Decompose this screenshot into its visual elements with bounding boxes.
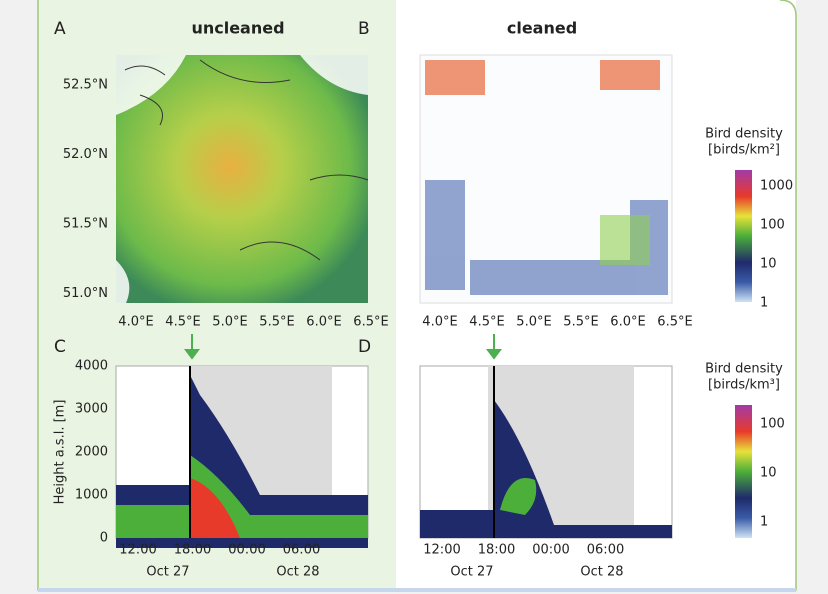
colorbar-tick-label: 10	[760, 466, 777, 481]
date-label: Oct 28	[580, 565, 623, 580]
y-axis-label: Height a.s.l. [m]	[53, 400, 68, 505]
x-tick-label: 12:00	[423, 543, 460, 558]
x-tick-label: 06:00	[283, 543, 320, 558]
x-tick-label: 6.0°E	[610, 315, 645, 330]
panel-title: cleaned	[507, 19, 577, 38]
x-tick-label: 4.0°E	[118, 315, 153, 330]
density-band	[116, 455, 368, 538]
colorbar-tick-label: 1	[760, 296, 768, 311]
panel-title: uncleaned	[191, 19, 284, 38]
colorbar-tick-label: 1	[760, 515, 768, 530]
colorbar-unit: [birds/km³]	[708, 378, 780, 393]
y-tick-label: 4000	[75, 359, 108, 374]
map-hotspot	[600, 215, 650, 265]
density-band	[116, 375, 368, 548]
colorbar-title: Bird density	[705, 362, 783, 377]
x-tick-label: 18:00	[174, 543, 211, 558]
x-tick-label: 6.5°E	[657, 315, 692, 330]
x-tick-label: 18:00	[478, 543, 515, 558]
density-band	[500, 478, 537, 515]
y-tick-label: 52.5°N	[63, 78, 108, 93]
x-tick-label: 6.5°E	[353, 315, 388, 330]
colorbar-unit: [birds/km²]	[708, 143, 780, 158]
density-band	[420, 400, 672, 538]
x-tick-label: 5.5°E	[259, 315, 294, 330]
x-tick-label: 00:00	[228, 543, 265, 558]
map-image	[116, 55, 368, 303]
x-tick-label: 4.5°E	[165, 315, 200, 330]
panel-letter: A	[54, 19, 66, 39]
x-tick-label: 00:00	[532, 543, 569, 558]
x-tick-label: 4.0°E	[422, 315, 457, 330]
date-label: Oct 28	[276, 565, 319, 580]
panel-letter: D	[358, 337, 371, 357]
x-tick-label: 5.0°E	[212, 315, 247, 330]
y-tick-label: 2000	[75, 445, 108, 460]
colorbar	[735, 405, 752, 538]
map-clear	[116, 55, 368, 303]
colorbar	[735, 170, 752, 302]
panel-letter: C	[54, 337, 66, 357]
x-tick-label: 6.0°E	[306, 315, 341, 330]
x-tick-label: 4.5°E	[469, 315, 504, 330]
x-tick-label: 5.5°E	[563, 315, 598, 330]
borders	[124, 59, 369, 261]
colorbar-title: Bird density	[705, 127, 783, 142]
y-tick-label: 0	[100, 531, 108, 546]
y-tick-label: 52.0°N	[63, 147, 108, 162]
y-tick-label: 51.5°N	[63, 217, 108, 232]
colorbar-tick-label: 100	[760, 218, 785, 233]
panel-letter: B	[358, 19, 370, 39]
x-tick-label: 12:00	[119, 543, 156, 558]
colorbar-tick-label: 1000	[760, 179, 793, 194]
density-band	[190, 478, 240, 538]
x-tick-label: 06:00	[587, 543, 624, 558]
x-tick-label: 5.0°E	[516, 315, 551, 330]
frame	[37, 0, 797, 591]
y-tick-label: 3000	[75, 402, 108, 417]
y-tick-label: 51.0°N	[63, 286, 108, 301]
date-label: Oct 27	[146, 565, 189, 580]
arrows	[184, 334, 502, 360]
date-label: Oct 27	[450, 565, 493, 580]
colorbar-tick-label: 100	[760, 417, 785, 432]
y-tick-label: 1000	[75, 488, 108, 503]
map-hotspot	[425, 60, 660, 95]
bottom-bar	[38, 588, 796, 592]
colorbar-tick-label: 10	[760, 257, 777, 272]
